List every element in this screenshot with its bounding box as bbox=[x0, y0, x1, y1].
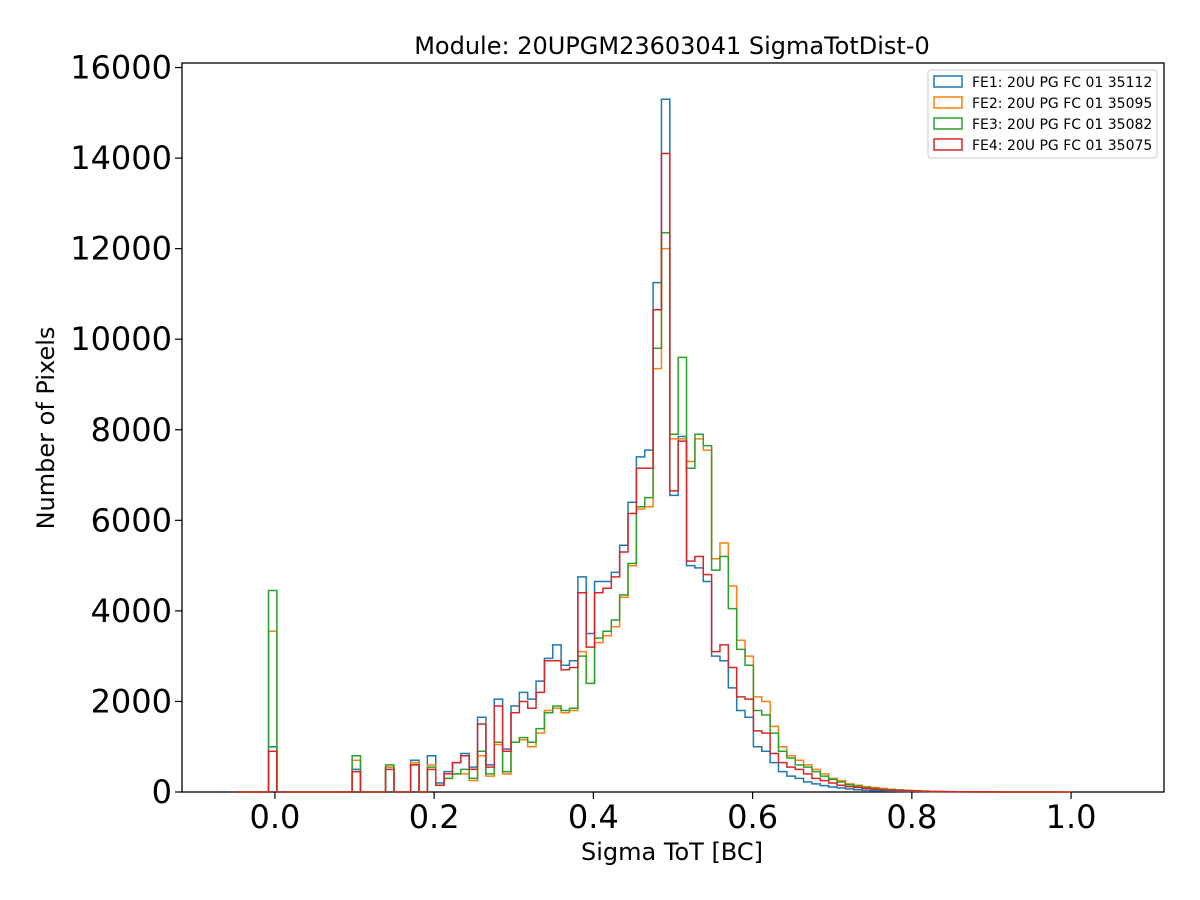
series-line-fe2 bbox=[235, 247, 1063, 793]
x-axis: 0.0 0.2 0.4 0.6 0.8 1.0 bbox=[249, 792, 1097, 836]
legend-swatch bbox=[933, 75, 963, 88]
legend-swatch bbox=[933, 96, 963, 109]
series-line-fe3 bbox=[235, 232, 1063, 793]
plot-area bbox=[181, 62, 1165, 793]
y-tick-label: 10000 bbox=[70, 320, 172, 358]
y-tick-label: 4000 bbox=[91, 592, 172, 630]
series-line-fe4 bbox=[235, 152, 1072, 793]
series-group bbox=[235, 98, 1072, 793]
y-tick-label: 16000 bbox=[70, 49, 172, 87]
x-tick-label: 0.2 bbox=[409, 798, 460, 836]
legend-swatch bbox=[933, 117, 963, 130]
x-tick-label: 0.4 bbox=[568, 798, 619, 836]
chart-title: Module: 20UPGM23603041 SigmaTotDist-0 bbox=[414, 32, 930, 60]
legend-label: FE4: 20U PG FC 01 35075 bbox=[972, 138, 1152, 154]
y-tick-label: 12000 bbox=[70, 230, 172, 268]
y-tick-label: 6000 bbox=[91, 501, 172, 539]
x-tick-label: 1.0 bbox=[1046, 798, 1097, 836]
plot-frame bbox=[181, 62, 1165, 793]
y-axis: 0 2000 4000 6000 8000 10000 12000 14000 16000 bbox=[70, 49, 182, 811]
x-tick-label: 0.6 bbox=[727, 798, 778, 836]
y-tick-label: 14000 bbox=[70, 139, 172, 177]
legend-box bbox=[927, 69, 1158, 159]
series-line-fe1 bbox=[235, 98, 1055, 793]
x-tick-label: 0.0 bbox=[249, 798, 300, 836]
y-tick-label: 2000 bbox=[91, 682, 172, 720]
legend-label: FE1: 20U PG FC 01 35112 bbox=[972, 75, 1152, 91]
legend-swatch bbox=[933, 138, 963, 151]
legend-label: FE2: 20U PG FC 01 35095 bbox=[972, 96, 1152, 112]
y-axis-label: Number of Pixels bbox=[32, 327, 60, 530]
legend-label: FE3: 20U PG FC 01 35082 bbox=[972, 117, 1152, 133]
y-tick-label: 8000 bbox=[91, 411, 172, 449]
x-tick-label: 0.8 bbox=[886, 798, 937, 836]
x-axis-label: Sigma ToT [BC] bbox=[581, 838, 763, 866]
legend: FE1: 20U PG FC 01 35112 FE2: 20U PG FC 01… bbox=[927, 69, 1158, 159]
y-tick-label: 0 bbox=[152, 773, 172, 811]
